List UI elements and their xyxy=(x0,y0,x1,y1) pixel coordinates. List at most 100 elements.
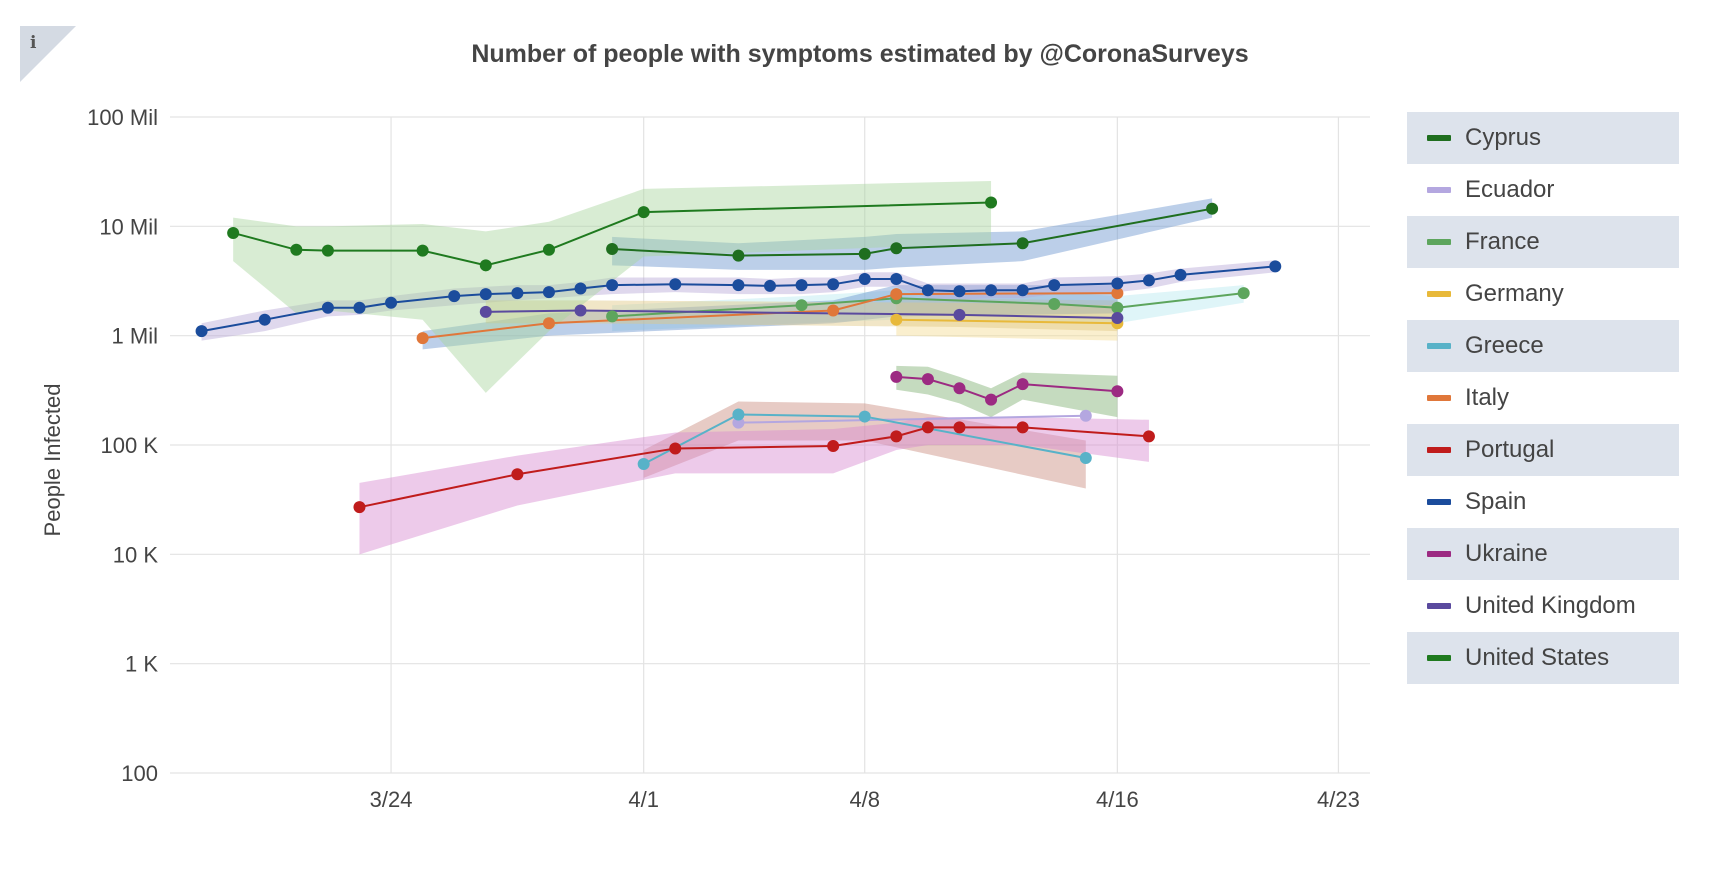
united-kingdom-point xyxy=(953,308,966,321)
portugal-point xyxy=(1142,430,1155,443)
united-states-point xyxy=(542,243,555,256)
spain-point xyxy=(448,290,461,303)
legend-label: United States xyxy=(1465,644,1610,671)
legend-label: Ecuador xyxy=(1465,176,1555,203)
france-band xyxy=(612,285,1244,332)
y-axis-title: People Infected xyxy=(40,384,65,537)
legend-label: France xyxy=(1465,228,1540,255)
legend-item-ukraine[interactable]: Ukraine xyxy=(1407,528,1679,580)
france-point xyxy=(1111,301,1124,314)
italy-point xyxy=(1111,287,1124,300)
legend-swatch xyxy=(1427,239,1451,245)
legend-item-ecuador[interactable]: Ecuador xyxy=(1407,164,1679,216)
legend-item-greece[interactable]: Greece xyxy=(1407,320,1679,372)
portugal-point xyxy=(669,442,682,455)
ukraine-point xyxy=(921,373,934,386)
spain-point xyxy=(953,285,966,298)
ukraine-point xyxy=(985,393,998,406)
legend-swatch xyxy=(1427,551,1451,557)
svg-text:i: i xyxy=(30,33,37,53)
spain-point xyxy=(1142,274,1155,287)
united-kingdom-point xyxy=(574,304,587,317)
legend-swatch xyxy=(1427,603,1451,609)
united-states-point xyxy=(227,226,240,239)
y-tick-label: 100 Mil xyxy=(87,105,158,130)
legend-item-france[interactable]: France xyxy=(1407,216,1679,268)
x-tick-label: 4/8 xyxy=(849,787,880,812)
france-point xyxy=(795,299,808,312)
united-kingdom-band xyxy=(485,300,1118,332)
ecuador-line xyxy=(738,414,1086,424)
y-tick-label: 100 K xyxy=(101,433,159,458)
united-states-point xyxy=(321,244,334,257)
y-tick-label: 1 K xyxy=(125,652,158,677)
legend-item-portugal[interactable]: Portugal xyxy=(1407,424,1679,476)
legend-item-united-states[interactable]: United States xyxy=(1407,632,1679,684)
spain-point xyxy=(511,287,524,300)
portugal-point xyxy=(953,421,966,434)
legend-item-spain[interactable]: Spain xyxy=(1407,476,1679,528)
spain-point xyxy=(542,286,555,299)
legend-swatch xyxy=(1427,343,1451,349)
x-tick-label: 3/24 xyxy=(370,787,413,812)
spain-point xyxy=(1174,268,1187,281)
legend-swatch xyxy=(1427,291,1451,297)
spain-point xyxy=(479,288,492,301)
germany-line xyxy=(896,318,1118,325)
spain-point xyxy=(764,279,776,292)
france-line xyxy=(612,292,1244,318)
cyprus-line xyxy=(612,207,1213,257)
chart-area: Number of people with symptoms estimated… xyxy=(40,40,1370,812)
spain-point xyxy=(890,272,903,285)
spain-point xyxy=(732,279,745,292)
spain-point xyxy=(827,278,840,291)
france-point xyxy=(1048,297,1061,310)
united-kingdom-point xyxy=(1111,312,1124,325)
united-states-point xyxy=(290,243,303,256)
legend-item-germany[interactable]: Germany xyxy=(1407,268,1679,320)
legend-label: United Kingdom xyxy=(1465,592,1636,619)
italy-point xyxy=(827,304,840,317)
spain-point xyxy=(1269,260,1282,273)
legend-label: Spain xyxy=(1465,488,1527,515)
united-states-band xyxy=(233,180,992,393)
series-points xyxy=(195,196,1282,514)
ukraine-point xyxy=(1111,385,1124,398)
italy-point xyxy=(542,317,555,330)
spain-point xyxy=(195,325,208,338)
grid xyxy=(170,116,1370,774)
cyprus-point xyxy=(1016,237,1029,250)
spain-point xyxy=(921,284,934,297)
united-states-point xyxy=(985,196,998,209)
legend-label: Cyprus xyxy=(1465,124,1542,151)
legend-item-cyprus[interactable]: Cyprus xyxy=(1407,112,1679,164)
info-button[interactable]: i xyxy=(20,26,76,82)
legend: Cyprus Ecuador France Germany Greece Italy Por… xyxy=(1407,112,1679,684)
legend-label: Italy xyxy=(1465,384,1510,411)
italy-point xyxy=(890,288,903,301)
ukraine-point xyxy=(1016,378,1029,391)
cyprus-band xyxy=(612,198,1213,270)
legend-item-united-kingdom[interactable]: United Kingdom xyxy=(1407,580,1679,632)
greece-point xyxy=(1079,452,1092,465)
united-kingdom-line xyxy=(485,309,1118,320)
cyprus-point xyxy=(732,249,745,262)
cyprus-point xyxy=(606,243,619,256)
spain-point xyxy=(1048,279,1061,292)
portugal-point xyxy=(890,430,903,443)
portugal-point xyxy=(827,439,840,452)
legend-label: Portugal xyxy=(1465,436,1555,463)
united-states-point xyxy=(416,244,429,257)
x-tick-label: 4/23 xyxy=(1317,787,1360,812)
portugal-point xyxy=(353,501,366,514)
portugal-point xyxy=(921,421,934,434)
legend-item-italy[interactable]: Italy xyxy=(1407,372,1679,424)
spain-point xyxy=(795,279,808,292)
france-point xyxy=(1237,287,1250,300)
italy-point xyxy=(416,332,429,345)
y-axis-ticks: 100 1 K 10 K 100 K 1 Mil 10 Mil 100 Mil xyxy=(87,105,158,786)
legend-swatch xyxy=(1427,499,1451,505)
cyprus-point xyxy=(890,242,903,255)
spain-point xyxy=(669,278,682,291)
legend-label: Germany xyxy=(1465,280,1564,307)
